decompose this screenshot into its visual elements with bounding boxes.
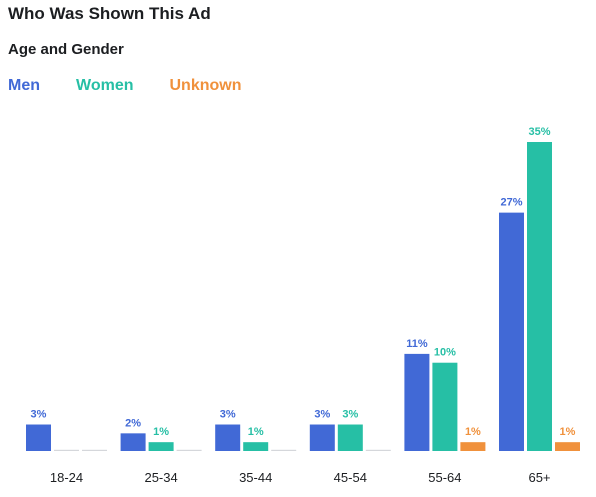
bar-unknown-18-24	[82, 449, 107, 451]
bar-women-55-64	[432, 362, 458, 451]
bar-men-25-34	[120, 433, 146, 451]
data-label-men-18-24: 3%	[31, 409, 47, 421]
bar-men-65+	[499, 212, 524, 451]
x-tick-label: 25-34	[144, 470, 177, 485]
legend-item-unknown: Unknown	[169, 77, 242, 94]
data-label-men-45-54: 3%	[314, 409, 330, 421]
x-tick-label: 35-44	[239, 470, 272, 485]
bar-men-35-44	[215, 424, 241, 451]
bar-unknown-55-64	[460, 442, 486, 451]
bar-women-25-34	[148, 442, 174, 451]
bar-unknown-25-34	[176, 449, 202, 451]
bar-men-55-64	[404, 353, 430, 451]
x-tick-label: 65+	[528, 470, 550, 485]
bar-men-18-24	[26, 424, 51, 451]
data-label-women-25-34: 1%	[153, 426, 169, 438]
data-label-women-65+: 35%	[528, 126, 550, 138]
bar-women-65+	[527, 142, 552, 451]
legend: Men Women Unknown	[8, 77, 277, 95]
bar-unknown-35-44	[271, 449, 297, 451]
data-label-men-65+: 27%	[500, 197, 522, 209]
data-label-women-45-54: 3%	[342, 409, 358, 421]
data-label-unknown-55-64: 1%	[465, 426, 481, 438]
data-label-men-35-44: 3%	[220, 409, 236, 421]
x-tick-label: 55-64	[428, 470, 461, 485]
data-label-unknown-65+: 1%	[560, 426, 576, 438]
bar-unknown-65+	[555, 442, 580, 451]
chart-title: Who Was Shown This Ad	[8, 4, 211, 23]
x-tick-label: 45-54	[334, 470, 367, 485]
bar-unknown-45-54	[365, 449, 391, 451]
chart-subtitle: Age and Gender	[8, 41, 124, 58]
bar-women-45-54	[337, 424, 363, 451]
bar-men-45-54	[309, 424, 335, 451]
bar-women-18-24	[54, 449, 79, 451]
data-label-women-35-44: 1%	[248, 426, 264, 438]
legend-item-women: Women	[76, 77, 134, 94]
data-label-men-25-34: 2%	[125, 417, 141, 429]
data-label-women-55-64: 10%	[434, 347, 456, 359]
data-label-men-55-64: 11%	[406, 338, 428, 350]
legend-item-men: Men	[8, 77, 40, 94]
bar-women-35-44	[243, 442, 269, 451]
x-tick-label: 18-24	[50, 470, 83, 485]
